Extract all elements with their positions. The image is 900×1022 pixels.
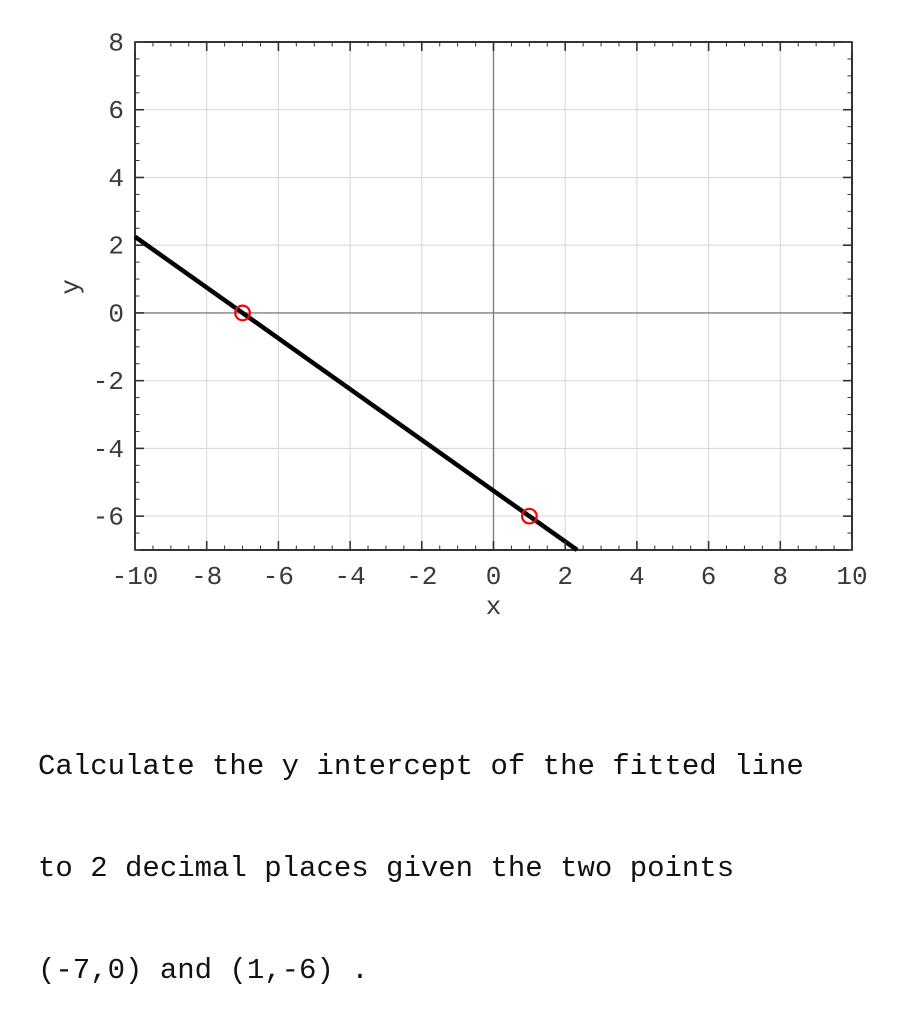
x-tick-label: -4: [334, 562, 365, 592]
y-axis-label: y: [56, 279, 86, 295]
x-tick-label: 4: [629, 562, 645, 592]
x-tick-label: 2: [557, 562, 573, 592]
x-tick-label: 8: [772, 562, 788, 592]
question-text-line-3: (-7,0) and (1,-6) .: [38, 954, 369, 987]
x-tick-label: 10: [836, 562, 867, 592]
chart-canvas: -10 -8 -6 -4 -2 0 2 4 6 8 10 -6 -4 -2 0 2 4 6 8 x y: [56, 29, 868, 623]
x-tick-label: 0: [486, 562, 502, 592]
y-tick-label: 0: [108, 299, 124, 329]
fitted-line-chart: -10 -8 -6 -4 -2 0 2 4 6 8 10 -6 -4 -2 0 2 4 6 8 x y: [56, 29, 868, 623]
x-tick-label: -8: [191, 562, 222, 592]
question-text-line-1: Calculate the y intercept of the fitted …: [38, 750, 804, 783]
y-tick-label: -4: [93, 435, 124, 465]
x-tick-label: -6: [263, 562, 294, 592]
question-text: Calculate the y intercept of the fitted …: [38, 682, 804, 1022]
y-tick-label: 4: [108, 164, 124, 194]
fitted-line: [133, 234, 579, 552]
y-tick-label: 8: [108, 29, 124, 59]
data-point-marker: [520, 507, 538, 525]
x-tick-label: -10: [112, 562, 159, 592]
y-tick-label: -2: [93, 367, 124, 397]
x-tick-label: -2: [406, 562, 437, 592]
x-tick-label: 6: [701, 562, 717, 592]
data-point-marker: [234, 304, 251, 322]
y-tick-label: 2: [108, 232, 124, 262]
question-text-line-2: to 2 decimal places given the two points: [38, 852, 735, 885]
x-axis-label: x: [486, 592, 502, 622]
y-tick-label: -6: [93, 503, 124, 533]
y-tick-label: 6: [108, 96, 124, 126]
